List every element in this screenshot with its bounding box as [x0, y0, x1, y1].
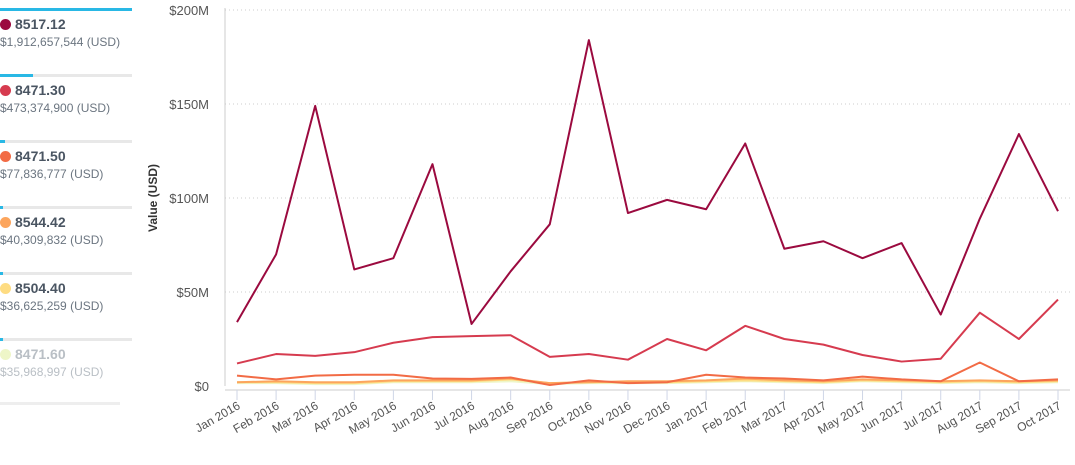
legend-item[interactable]: 8471.60 $35,968,997 (USD) — [0, 338, 132, 404]
series-line-8471.50 — [236, 361, 1059, 387]
y-tick-label: $200M — [169, 3, 209, 18]
legend: 8517.12 $1,912,657,544 (USD) 8471.30 $47… — [0, 8, 132, 404]
y-tick-label: $150M — [169, 97, 209, 112]
y-tick-label: $100M — [169, 191, 209, 206]
legend-label: 8517.12 — [15, 16, 66, 32]
share-bar — [0, 8, 132, 11]
x-tick-label: Jun 2017 — [857, 398, 907, 435]
legend-total: $1,912,657,544 (USD) — [0, 35, 121, 49]
legend-label: 8471.30 — [15, 82, 66, 98]
legend-item[interactable]: 8471.30 $473,374,900 (USD) — [0, 74, 132, 140]
legend-item[interactable]: 8517.12 $1,912,657,544 (USD) — [0, 8, 132, 74]
y-tick-label: $50M — [176, 285, 209, 300]
share-bar — [0, 338, 132, 341]
share-bar — [0, 140, 132, 143]
series-color-dot — [0, 348, 11, 360]
series-color-dot — [0, 84, 11, 96]
legend-item[interactable]: 8471.50 $77,836,777 (USD) — [0, 140, 132, 206]
share-bar — [0, 74, 132, 77]
series-color-dot — [0, 216, 11, 228]
x-tick-label: Oct 2017 — [1014, 398, 1063, 435]
legend-item[interactable]: 8544.42 $40,309,832 (USD) — [0, 206, 132, 272]
legend-total: $473,374,900 (USD) — [0, 101, 111, 115]
series-color-dot — [0, 18, 11, 30]
legend-divider — [0, 402, 120, 405]
share-bar — [0, 206, 132, 209]
legend-label: 8544.42 — [15, 214, 66, 230]
legend-label: 8471.50 — [15, 148, 66, 164]
series-color-dot — [0, 150, 11, 162]
legend-total: $40,309,832 (USD) — [0, 233, 104, 247]
y-tick-label: $0 — [195, 379, 209, 394]
legend-label: 8504.40 — [15, 280, 66, 296]
share-bar — [0, 272, 132, 275]
series-line-8517.12 — [236, 39, 1059, 325]
series-line-8471.30 — [236, 298, 1059, 365]
legend-total: $36,625,259 (USD) — [0, 299, 104, 313]
x-tick-label: Jun 2016 — [388, 398, 438, 435]
legend-label: 8471.60 — [15, 346, 66, 362]
y-axis-title: Value (USD) — [146, 164, 160, 232]
series-color-dot — [0, 282, 11, 294]
legend-item[interactable]: 8504.40 $36,625,259 (USD) — [0, 272, 132, 338]
legend-total: $35,968,997 (USD) — [0, 365, 104, 379]
legend-total: $77,836,777 (USD) — [0, 167, 104, 181]
